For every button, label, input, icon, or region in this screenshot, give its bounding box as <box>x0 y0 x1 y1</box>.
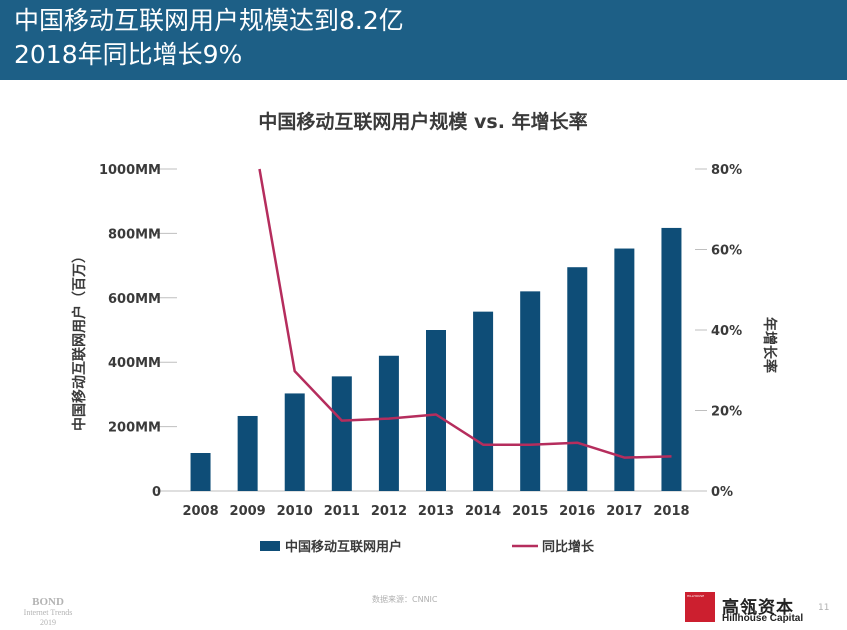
y2-axis-label: 年增长率 <box>761 317 778 373</box>
hillhouse-logo-mark: HILLHOUSE <box>687 594 705 598</box>
y-tick-label: 600MM <box>108 292 161 307</box>
hillhouse-logo-icon: HILLHOUSE <box>685 592 715 622</box>
x-tick-label: 2014 <box>465 504 501 519</box>
growth-rate-line <box>258 168 672 459</box>
x-tick-label: 2010 <box>277 504 313 519</box>
y2-tick-label: 80% <box>711 163 742 178</box>
y-tick-label: 400MM <box>108 356 161 371</box>
legend-label-line: 同比增长 <box>542 539 595 555</box>
x-tick-label: 2015 <box>512 504 548 519</box>
x-tick-label: 2009 <box>230 504 266 519</box>
y2-tick-label: 60% <box>711 244 742 259</box>
x-tick-label: 2017 <box>606 504 642 519</box>
bar-2012 <box>378 355 399 491</box>
y2-tick-label: 40% <box>711 324 742 339</box>
bar-2010 <box>284 393 305 491</box>
page-number: 11 <box>818 603 830 613</box>
page-subtitle: 2018年同比增长9% <box>14 40 243 69</box>
legend: 中国移动互联网用户 同比增长 <box>260 539 595 555</box>
bar-2011 <box>331 376 352 491</box>
bond-logo: BOND Internet Trends 2019 <box>8 596 88 628</box>
hillhouse-name-cn: 高瓴资本 <box>722 598 794 618</box>
y-tick-label: 0 <box>152 485 161 500</box>
y-tick-label: 1000MM <box>99 163 161 178</box>
chart-title: 中国移动互联网用户规模 vs. 年增长率 <box>258 110 587 133</box>
bar-2009 <box>237 415 258 491</box>
page-title: 中国移动互联网用户规模达到8.2亿 <box>14 6 404 35</box>
x-tick-label: 2016 <box>559 504 595 519</box>
y2-tick-label: 20% <box>711 405 742 420</box>
bond-logo-subtitle: Internet Trends <box>23 608 73 617</box>
hillhouse-name-en: Hillhouse Capital <box>722 613 804 624</box>
chart: 中国移动互联网用户规模 vs. 年增长率 0 200MM 400MM 600MM 800… <box>71 110 778 555</box>
x-tick-label: 2011 <box>324 504 360 519</box>
x-tick-label: 2013 <box>418 504 454 519</box>
header-bar: 中国移动互联网用户规模达到8.2亿 2018年同比增长9% <box>0 0 847 80</box>
source-note: 数据来源：CNNIC <box>372 595 438 604</box>
bond-logo-title: BOND <box>32 596 64 608</box>
x-tick-label: 2012 <box>371 504 407 519</box>
bar-2013 <box>426 330 446 491</box>
y-axis-label: 中国移动互联网用户（百万） <box>71 249 88 431</box>
y-tick-label: 800MM <box>108 227 161 242</box>
bar-2017 <box>614 248 635 491</box>
bar-2015 <box>520 291 541 491</box>
bar-2018 <box>661 227 682 491</box>
bond-logo-year: 2019 <box>40 618 56 627</box>
legend-label-bar: 中国移动互联网用户 <box>285 539 402 555</box>
bar-2008 <box>190 453 211 491</box>
x-tick-label: 2018 <box>653 504 689 519</box>
bar-2016 <box>567 267 588 491</box>
bar-2014 <box>473 311 494 491</box>
legend-swatch-bar <box>260 541 280 551</box>
y2-tick-label: 0% <box>711 485 733 500</box>
y-tick-label: 200MM <box>108 421 161 436</box>
x-tick-label: 2008 <box>182 504 218 519</box>
